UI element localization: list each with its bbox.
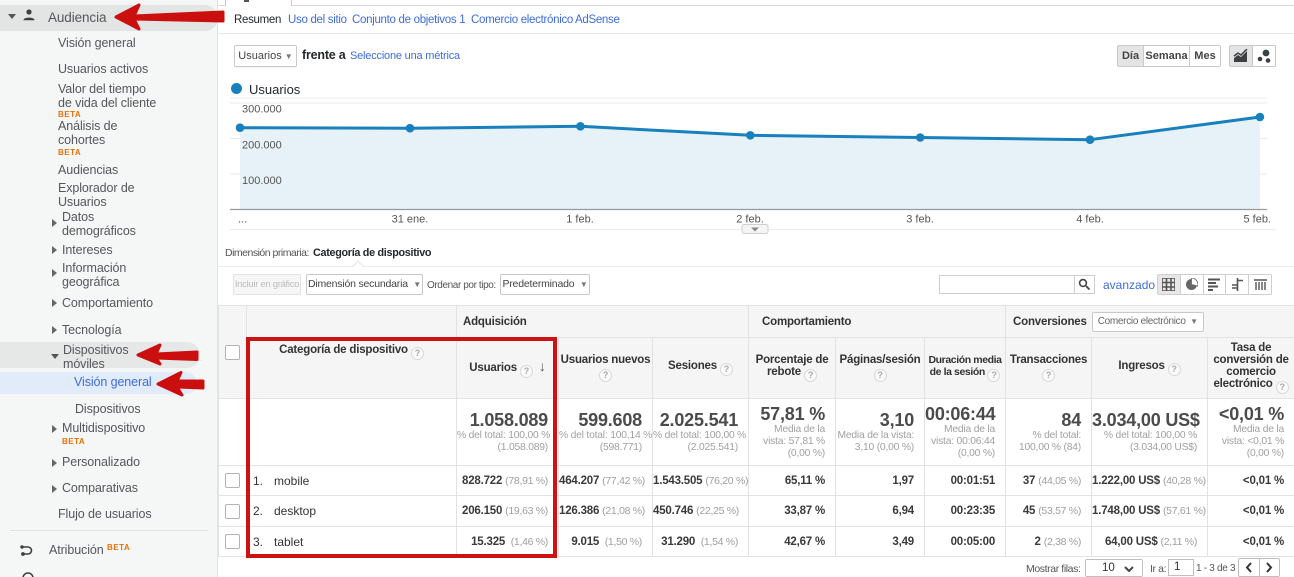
svg-text:3 feb.: 3 feb. <box>906 214 934 226</box>
svg-text:1 feb.: 1 feb. <box>566 214 594 226</box>
svg-text:300.000: 300.000 <box>242 104 282 116</box>
svg-text:100.000: 100.000 <box>242 175 282 187</box>
svg-text:31 ene.: 31 ene. <box>392 214 429 226</box>
svg-text:5 feb.: 5 feb. <box>1243 214 1271 226</box>
svg-text:200.000: 200.000 <box>242 140 282 152</box>
svg-text:4 feb.: 4 feb. <box>1076 214 1104 226</box>
svg-text:...: ... <box>238 214 247 226</box>
svg-text:2 feb.: 2 feb. <box>736 214 764 226</box>
